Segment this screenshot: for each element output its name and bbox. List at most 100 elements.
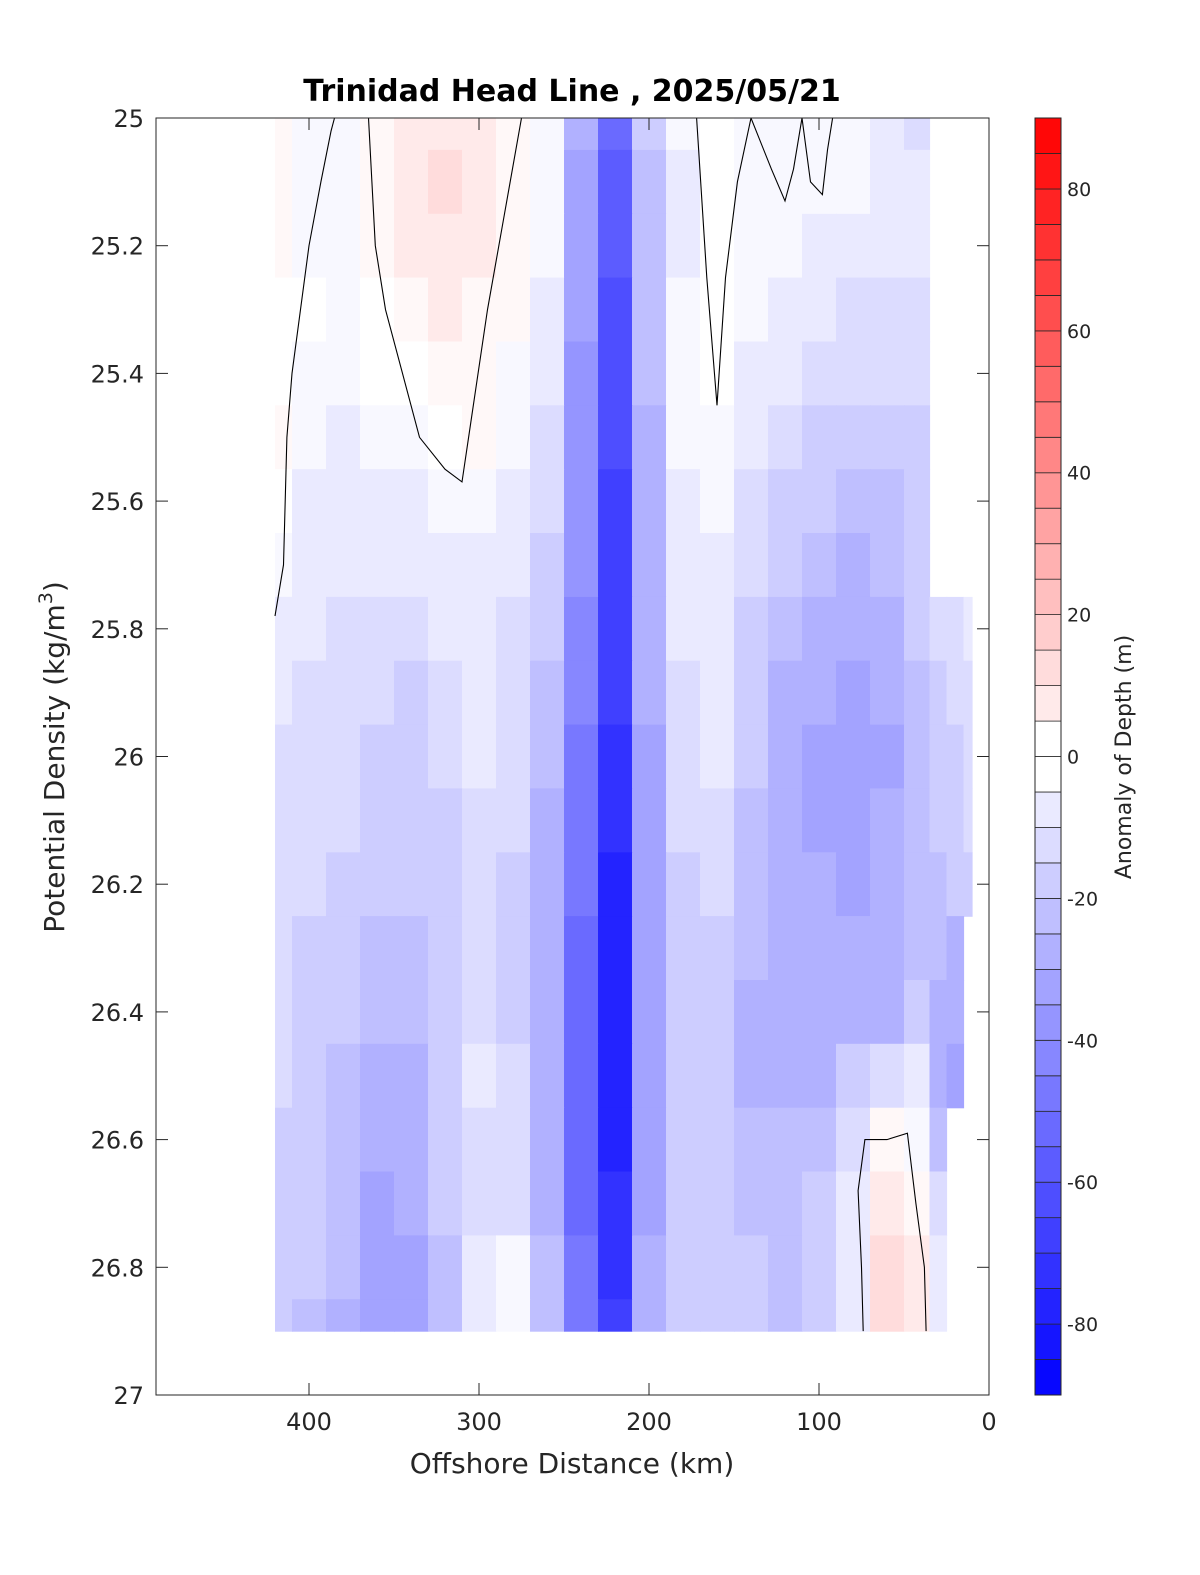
heatmap-cell xyxy=(734,1043,769,1109)
heatmap-cell xyxy=(462,788,497,853)
heatmap-cell xyxy=(598,1235,633,1300)
x-tick-label: 0 xyxy=(981,1408,996,1436)
heatmap-cell xyxy=(666,724,701,790)
colorbar-swatch xyxy=(1034,117,1062,154)
heatmap-cell xyxy=(700,660,735,726)
heatmap-cell xyxy=(496,852,531,917)
heatmap-cell xyxy=(802,469,837,534)
heatmap-cell xyxy=(768,660,803,726)
heatmap-cell xyxy=(462,1235,497,1300)
zero-contour-line xyxy=(750,118,803,203)
heatmap-cell xyxy=(768,980,803,1045)
heatmap-cell xyxy=(394,1299,429,1332)
heatmap-cell xyxy=(904,405,931,470)
heatmap-cell xyxy=(496,118,531,151)
heatmap-cell xyxy=(904,277,931,343)
heatmap-cell xyxy=(564,660,599,726)
heatmap-cell xyxy=(768,405,803,470)
heatmap-cell xyxy=(632,1107,667,1173)
heatmap-cell xyxy=(462,660,497,726)
heatmap-cell xyxy=(462,724,497,790)
colorbar-swatch xyxy=(1034,294,1062,332)
heatmap-cell xyxy=(292,1171,327,1236)
heatmap-cell xyxy=(666,118,701,151)
heatmap-cell xyxy=(360,660,395,726)
heatmap-cell xyxy=(275,1043,293,1109)
heatmap-cell xyxy=(462,1171,497,1236)
heatmap-cell xyxy=(394,469,429,534)
heatmap-cell xyxy=(734,277,769,343)
heatmap-cell xyxy=(360,724,395,790)
heatmap-cell xyxy=(275,1107,293,1173)
heatmap-cell xyxy=(428,1235,463,1300)
y-tick-label: 26.8 xyxy=(91,1254,144,1282)
heatmap-cell xyxy=(394,149,429,215)
colorbar-tick-label: 60 xyxy=(1067,321,1091,343)
heatmap-cell xyxy=(496,277,531,343)
heatmap-cell xyxy=(428,788,463,853)
heatmap-cell xyxy=(394,118,429,151)
heatmap-cell xyxy=(394,341,429,406)
colorbar-swatch xyxy=(1034,827,1062,864)
heatmap-cell xyxy=(870,1299,905,1332)
heatmap-cell xyxy=(734,980,769,1045)
x-axis-ticks: 400 300 200 100 0 xyxy=(286,118,997,1436)
colorbar-swatch xyxy=(1034,1181,1062,1219)
colorbar-tick-label: -60 xyxy=(1067,1172,1098,1194)
colorbar-swatch xyxy=(1034,1075,1062,1112)
heatmap-cell xyxy=(904,213,931,279)
colorbar-tick-label: -40 xyxy=(1067,1030,1098,1052)
heatmap-cell xyxy=(734,852,769,917)
heatmap-cell xyxy=(700,852,735,917)
heatmap-cell xyxy=(326,916,361,981)
heatmap-cell xyxy=(326,788,361,853)
y-tick-label: 26.2 xyxy=(91,871,144,899)
heatmap-cell xyxy=(802,277,837,343)
y-tick-label: 26 xyxy=(113,744,144,772)
heatmap-cell xyxy=(326,1107,361,1173)
heatmap-cell xyxy=(700,596,735,662)
heatmap-cell xyxy=(598,277,633,343)
zero-contour-layer xyxy=(274,118,927,1332)
heatmap-cell xyxy=(564,1299,599,1332)
heatmap-cell xyxy=(632,213,667,279)
heatmap-cell xyxy=(963,724,973,790)
heatmap-cell xyxy=(292,341,327,406)
heatmap-cell xyxy=(292,916,327,981)
heatmap-cell xyxy=(734,660,769,726)
heatmap-cell xyxy=(326,1043,361,1109)
heatmap-cell xyxy=(768,724,803,790)
colorbar-swatch xyxy=(1034,507,1062,545)
heatmap-cell xyxy=(836,980,871,1045)
heatmap-cell xyxy=(734,118,769,151)
heatmap-cell xyxy=(632,660,667,726)
heatmap-cell xyxy=(360,277,395,343)
colorbar-tick-label: 80 xyxy=(1067,179,1091,201)
heatmap-cell xyxy=(904,788,931,853)
y-axis-label-close: ) xyxy=(38,581,71,592)
heatmap-cell xyxy=(360,341,395,406)
heatmap-cell xyxy=(530,980,565,1045)
heatmap-cell xyxy=(666,1299,701,1332)
heatmap-cell xyxy=(598,149,633,215)
y-axis-ticks: 25 25.2 25.4 25.6 25.8 26 26.2 26.4 26.6 26.8 27 xyxy=(91,105,989,1410)
heatmap-cell xyxy=(598,1043,633,1109)
heatmap-cell xyxy=(870,469,905,534)
heatmap-cell xyxy=(428,533,463,598)
heatmap-cell xyxy=(292,1235,327,1300)
heatmap-cell xyxy=(734,533,769,598)
colorbar-swatch xyxy=(1034,401,1062,438)
y-tick-label: 25.2 xyxy=(91,233,144,261)
heatmap-cell xyxy=(360,533,395,598)
colorbar-tick-label: -80 xyxy=(1067,1314,1098,1336)
heatmap-cell xyxy=(946,596,965,662)
heatmap-cell xyxy=(904,469,931,534)
heatmap-cell xyxy=(292,533,327,598)
heatmap-cell xyxy=(734,596,769,662)
heatmap-cell xyxy=(632,1171,667,1236)
heatmap-cell xyxy=(768,341,803,406)
heatmap-cell xyxy=(598,788,633,853)
heatmap-cell xyxy=(768,1171,803,1236)
heatmap-cell xyxy=(360,469,395,534)
